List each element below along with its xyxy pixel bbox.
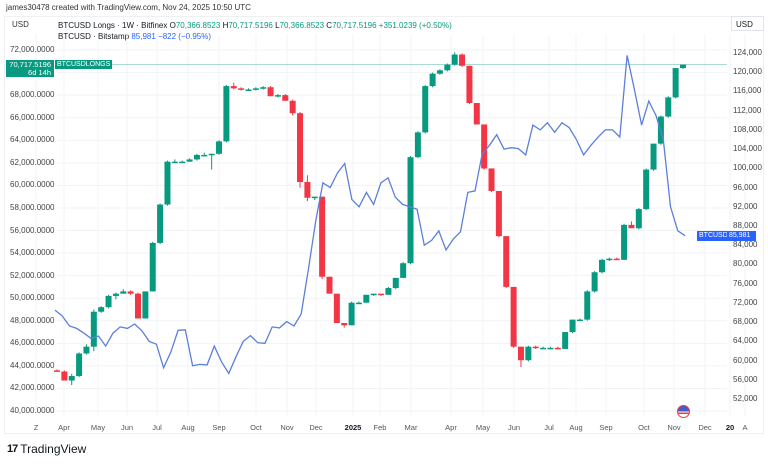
time-axis-tick: Nov bbox=[280, 423, 294, 432]
left-axis-tick: 54,000.0000 bbox=[10, 248, 55, 258]
time-axis-tick: Sep bbox=[599, 423, 613, 432]
right-axis-tick: 56,000 bbox=[733, 374, 758, 384]
legend-low-value: 70,366.8523 bbox=[279, 21, 325, 30]
bar-countdown: 6d 14h bbox=[28, 68, 51, 77]
legend-btcusd-value: 85,981 bbox=[131, 32, 156, 41]
time-axis-tick: Mar bbox=[404, 423, 418, 432]
left-axis-currency[interactable]: USD bbox=[12, 20, 29, 29]
right-axis-tick: 108,000 bbox=[733, 124, 762, 134]
btcusd-line-series[interactable] bbox=[54, 55, 686, 375]
time-axis-tick: 20 bbox=[725, 423, 735, 432]
left-axis-tick: 48,000.0000 bbox=[10, 315, 55, 325]
legend-open-label: O bbox=[169, 21, 176, 30]
time-axis-tick: Apr bbox=[445, 423, 457, 432]
right-axis-tick: 76,000 bbox=[733, 278, 758, 288]
legend-series-name: BTCUSD · Bitstamp bbox=[58, 32, 130, 41]
time-axis-tick: Jun bbox=[120, 423, 134, 432]
left-axis-tick: 60,000.0000 bbox=[10, 180, 55, 190]
right-axis-tick: 116,000 bbox=[733, 86, 762, 96]
time-axis-tick: Nov bbox=[667, 423, 681, 432]
time-axis-tick[interactable]: A bbox=[742, 423, 748, 432]
left-axis-tick: 46,000.0000 bbox=[10, 338, 55, 348]
right-axis-tick: 68,000 bbox=[733, 317, 758, 327]
chart-legend: BTCUSD Longs · 1W · Bitfinex O70,366.852… bbox=[58, 20, 452, 42]
time-axis-tick: 2025 bbox=[344, 423, 362, 432]
tradingview-logo-icon: 17 bbox=[7, 443, 18, 455]
time-axis-tick: Aug bbox=[569, 423, 583, 432]
legend-high-value: 70,717.5196 bbox=[228, 21, 273, 30]
tradingview-logo-text: TradingView bbox=[20, 442, 87, 456]
right-axis-tick: 80,000 bbox=[733, 259, 758, 269]
left-axis-tick: 58,000.0000 bbox=[10, 202, 55, 212]
legend-series-name: BTCUSD Longs · 1W · Bitfinex bbox=[58, 21, 168, 30]
time-axis-tick: Aug bbox=[181, 423, 195, 432]
right-axis-currency[interactable]: USD bbox=[731, 16, 764, 31]
legend-btcusd-change: −822 (−0.95%) bbox=[158, 32, 211, 41]
left-axis-tick: 44,000.0000 bbox=[10, 360, 55, 370]
time-axis-tick: Feb bbox=[373, 423, 387, 432]
legend-open-value: 70,366.8523 bbox=[175, 21, 221, 30]
legend-series-longs[interactable]: BTCUSD Longs · 1W · Bitfinex O70,366.852… bbox=[58, 20, 452, 31]
right-axis-tick: 124,000 bbox=[733, 48, 762, 57]
legend-low-label: L bbox=[275, 21, 280, 30]
chart-frame bbox=[4, 16, 764, 434]
left-axis-tick: 42,000.0000 bbox=[10, 383, 55, 393]
series-name-tag: BTCUSDLONGS bbox=[55, 60, 113, 69]
time-axis-tick: Apr bbox=[58, 423, 70, 432]
time-axis-tick: Jun bbox=[507, 423, 521, 432]
us-event-flag-icon[interactable] bbox=[677, 405, 690, 418]
time-axis-tick: May bbox=[90, 423, 106, 432]
right-axis-tick: 52,000 bbox=[733, 394, 758, 403]
time-axis-tick: Oct bbox=[250, 423, 262, 432]
time-axis-tick: Jul bbox=[544, 423, 554, 432]
last-price-value: 70,717.5196 bbox=[9, 60, 51, 69]
left-axis-tick: 56,000.0000 bbox=[10, 225, 55, 235]
left-axis-tick: 66,000.0000 bbox=[10, 112, 55, 122]
chart-credit: james30478 created with TradingView.com,… bbox=[6, 3, 251, 12]
time-axis-tick[interactable]: Z bbox=[33, 423, 39, 432]
time-axis-tick: Jul bbox=[152, 423, 162, 432]
left-axis-tick: 64,000.0000 bbox=[10, 135, 55, 145]
left-axis-tick: 52,000.0000 bbox=[10, 270, 55, 280]
right-axis-tick: 92,000 bbox=[733, 201, 758, 211]
left-axis-tick: 72,000.0000 bbox=[10, 45, 55, 54]
time-axis-tick: Dec bbox=[698, 423, 712, 432]
right-axis-tick: 104,000 bbox=[733, 144, 762, 154]
right-axis-tick: 84,000 bbox=[733, 240, 758, 250]
left-axis-tick: 50,000.0000 bbox=[10, 293, 55, 303]
time-axis-tick: May bbox=[475, 423, 491, 432]
right-axis-tick: 64,000 bbox=[733, 336, 758, 346]
right-axis-tick: 112,000 bbox=[733, 105, 762, 115]
right-axis-tick: 120,000 bbox=[733, 67, 762, 77]
last-price-label: 70,717.5196 6d 14h bbox=[6, 60, 54, 77]
legend-change-value: +351.0239 (+0.50%) bbox=[378, 21, 452, 30]
legend-series-btcusd[interactable]: BTCUSD · Bitstamp 85,981 −822 (−0.95%) bbox=[58, 31, 452, 42]
candlestick-series[interactable] bbox=[54, 52, 686, 386]
right-axis-tick: 96,000 bbox=[733, 182, 758, 192]
legend-close-label: C bbox=[326, 21, 333, 30]
tradingview-logo: 17 TradingView bbox=[7, 442, 86, 456]
btcusd-series-tag: BTCUSD bbox=[697, 231, 730, 241]
time-axis-tick: Sep bbox=[212, 423, 226, 432]
grid-lines bbox=[35, 34, 746, 416]
right-axis-tick: 60,000 bbox=[733, 355, 758, 365]
right-axis-tick: 72,000 bbox=[733, 297, 758, 307]
btcusd-last-value: 85,981 bbox=[727, 231, 756, 241]
legend-high-label: H bbox=[222, 21, 229, 30]
time-axis-tick: Oct bbox=[638, 423, 650, 432]
right-axis-tick: 100,000 bbox=[733, 163, 762, 173]
time-axis-tick: Dec bbox=[309, 423, 323, 432]
left-axis-tick: 40,000.0000 bbox=[10, 406, 55, 415]
left-axis-tick: 62,000.0000 bbox=[10, 157, 55, 167]
left-axis-tick: 68,000.0000 bbox=[10, 90, 55, 100]
legend-close-value: 70,717.5196 bbox=[332, 21, 377, 30]
right-axis-tick: 88,000 bbox=[733, 221, 758, 230]
